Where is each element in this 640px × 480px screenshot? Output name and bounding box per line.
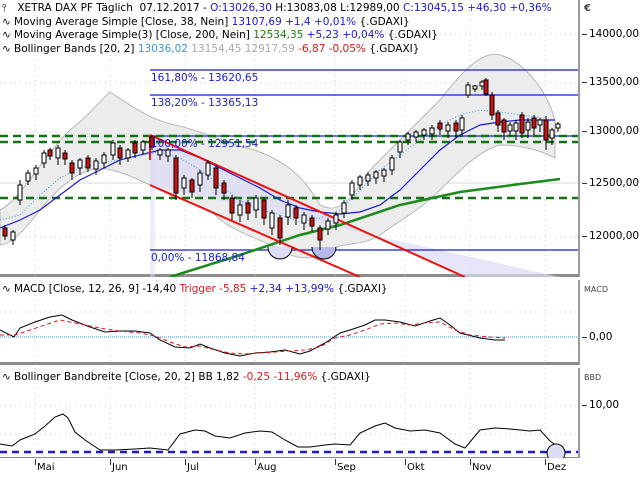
bbd-value: 1,82 — [216, 371, 240, 383]
legend-sma38[interactable]: ∿ Moving Average Simple [Close, 38, Nein]… — [2, 16, 552, 30]
indicator-name: Moving Average Simple(3) [Close, 200, Ne… — [14, 29, 250, 41]
high-value: H:13083,08 — [275, 2, 337, 14]
macd-y-axis[interactable]: MACD 0,00 — [582, 280, 640, 365]
trigger-value: -5,85 — [219, 283, 247, 295]
y-tick: 12500,00 — [582, 177, 639, 189]
macd-name: MACD [Close, 12, 26, 9] — [14, 283, 140, 295]
bbd-chart-canvas[interactable] — [0, 368, 580, 458]
x-tick-jul: Jul — [184, 459, 200, 473]
macd-chart-canvas[interactable] — [0, 280, 580, 365]
y-tick: 13000,00 — [582, 125, 639, 137]
price-chart-pane[interactable]: ⫯ XETRA DAX PF Täglich 07.12.2017 - O:13… — [0, 0, 580, 277]
macd-axis-title: MACD — [584, 285, 608, 294]
candlestick-icon: ⫯ — [2, 2, 7, 14]
price-y-axis[interactable]: € 14000,00 13500,00 13000,00 12500,00 12… — [582, 0, 640, 277]
bbd-change: -0,25 — [242, 371, 271, 383]
macd-legend[interactable]: ∿ MACD [Close, 12, 26, 9] -14,40 Trigger … — [2, 283, 388, 296]
indicator-upper: 13154,45 — [191, 42, 242, 55]
x-tick-okt: Okt — [405, 459, 425, 473]
x-tick-dez: Dez — [544, 459, 567, 473]
quote-date: 07.12.2017 — [139, 2, 200, 14]
legend-sma200[interactable]: ∿ Moving Average Simple(3) [Close, 200, N… — [2, 29, 552, 43]
indicator-symbol: {.GDAXI} — [369, 42, 420, 55]
separator: - — [203, 2, 207, 14]
indicator-change: +1,4 — [285, 15, 311, 28]
macd-symbol: {.GDAXI} — [337, 283, 388, 295]
y-tick: 14000,00 — [582, 28, 639, 40]
low-value: L:12989,00 — [340, 2, 400, 14]
legend-bollinger[interactable]: ∿ Bollinger Bands [20, 2] 13036,02 13154,… — [2, 43, 552, 57]
currency-label: € — [584, 3, 591, 14]
indicator-wave-icon: ∿ — [2, 15, 11, 28]
indicator-symbol: {.GDAXI} — [359, 15, 410, 28]
indicator-change-pct: -0,05% — [328, 42, 366, 55]
bbd-name: Bollinger Bandbreite [Close, 20, 2] — [14, 371, 196, 383]
indicator-wave-icon: ∿ — [2, 29, 11, 41]
macd-change: +2,34 — [249, 283, 282, 295]
indicator-wave-icon: ∿ — [2, 283, 11, 295]
bbd-y-axis[interactable]: BBD 10,00 — [582, 368, 640, 458]
x-tick-jun: Jun — [110, 459, 128, 473]
macd-change-pct: +13,99% — [285, 283, 335, 295]
bb-label: BB — [198, 371, 213, 383]
fib-label-161: 161,80% - 13620,65 — [151, 72, 259, 84]
open-value: O:13026,30 — [210, 2, 272, 14]
indicator-lower: 12917,59 — [244, 42, 295, 55]
x-tick-mai: Mai — [35, 459, 55, 473]
fib-label-100: 100,00% - 12951,54 — [151, 138, 259, 150]
indicator-symbol: {.GDAXI} — [387, 29, 438, 41]
bbd-symbol: {.GDAXI} — [320, 371, 371, 383]
fib-label-138: 138,20% - 13365,13 — [151, 97, 259, 109]
trigger-label: Trigger — [179, 283, 216, 295]
bollinger-bandwidth-pane[interactable]: ∿ Bollinger Bandbreite [Close, 20, 2] BB … — [0, 368, 580, 458]
indicator-change: +5,23 — [306, 29, 339, 41]
y-tick: 10,00 — [582, 399, 619, 411]
change-pct: +0,36% — [509, 2, 552, 14]
x-tick-sep: Sep — [335, 459, 356, 473]
y-tick: 13500,00 — [582, 76, 639, 88]
title-row: ⫯ XETRA DAX PF Täglich 07.12.2017 - O:13… — [2, 2, 552, 16]
bbd-change-pct: -11,96% — [273, 371, 318, 383]
x-axis[interactable]: Mai Jun Jul Aug Sep Okt Nov Dez — [0, 458, 580, 480]
y-tick: 12000,00 — [582, 230, 639, 242]
price-legend: ⫯ XETRA DAX PF Täglich 07.12.2017 - O:13… — [2, 2, 552, 56]
indicator-change: -6,87 — [298, 42, 326, 55]
y-tick: 0,00 — [582, 331, 612, 343]
indicator-value: 13036,02 — [137, 42, 188, 55]
fib-label-0: 0,00% - 11868,84 — [151, 252, 245, 264]
indicator-change-pct: +0,04% — [342, 29, 385, 41]
indicator-wave-icon: ∿ — [2, 42, 11, 55]
indicator-value: 12534,35 — [253, 29, 304, 41]
x-tick-nov: Nov — [470, 459, 492, 473]
x-tick-aug: Aug — [255, 459, 277, 473]
indicator-name: Moving Average Simple [Close, 38, Nein] — [14, 15, 229, 28]
macd-pane[interactable]: ∿ MACD [Close, 12, 26, 9] -14,40 Trigger … — [0, 280, 580, 365]
indicator-wave-icon: ∿ — [2, 371, 11, 383]
indicator-change-pct: +0,01% — [313, 15, 357, 28]
bbd-legend[interactable]: ∿ Bollinger Bandbreite [Close, 20, 2] BB … — [2, 371, 371, 384]
indicator-name: Bollinger Bands [20, 2] — [14, 42, 135, 55]
price-chart-canvas[interactable] — [0, 0, 580, 277]
instrument-name: XETRA DAX PF Täglich — [17, 2, 133, 14]
change-value: +46,30 — [467, 2, 507, 14]
indicator-value: 13107,69 — [231, 15, 282, 28]
bbd-axis-title: BBD — [584, 373, 602, 382]
close-value: C:13045,15 — [402, 2, 464, 14]
macd-value: -14,40 — [142, 283, 177, 295]
